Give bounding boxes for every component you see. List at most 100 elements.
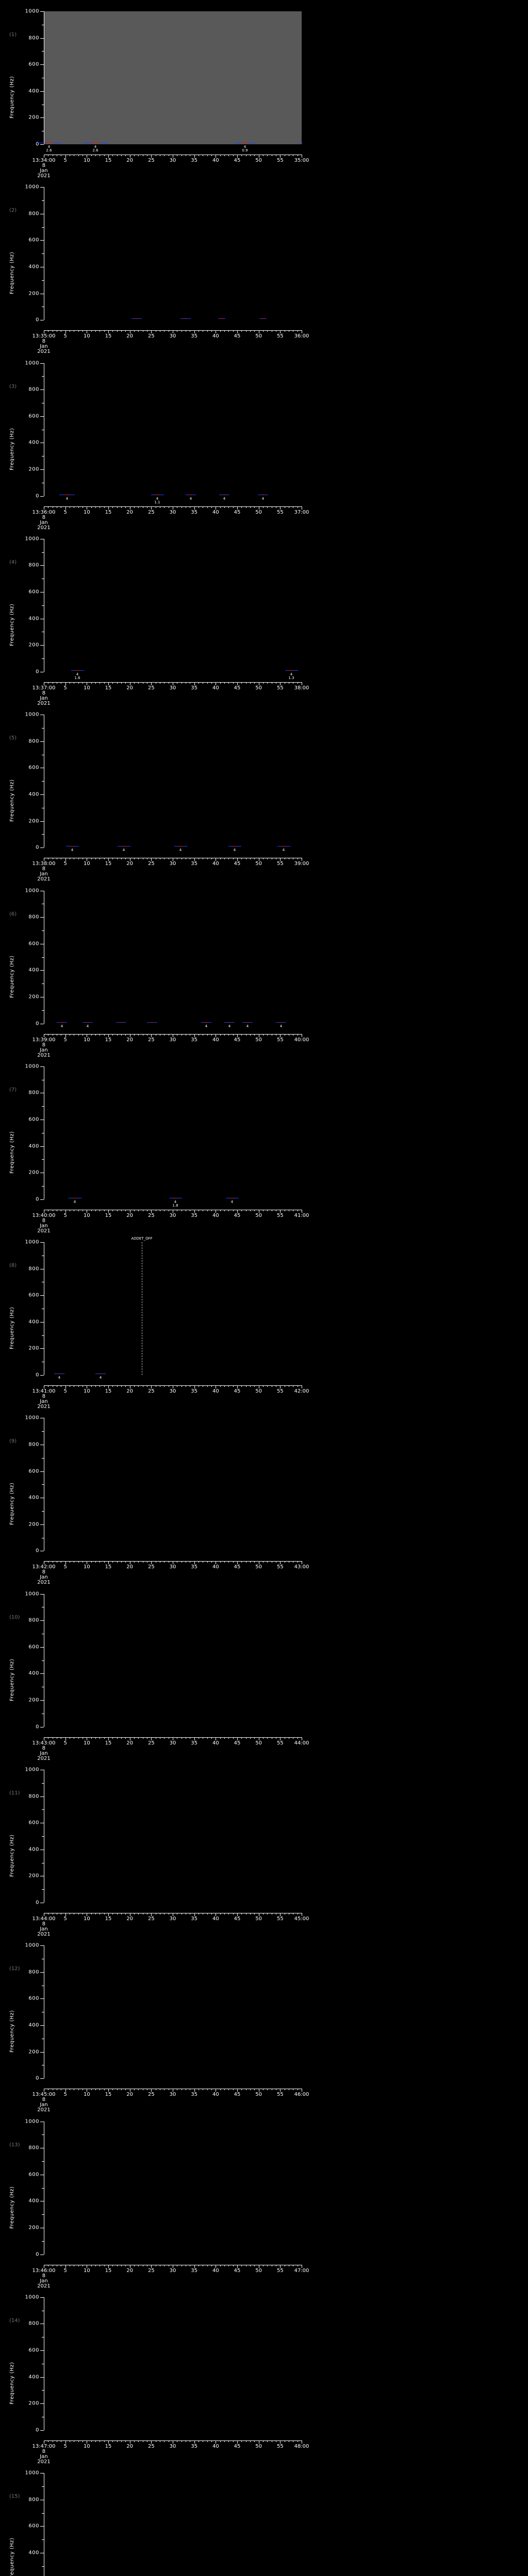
y-tick-minor <box>42 51 44 52</box>
x-tick-minor <box>121 2264 122 2266</box>
detection-segment-blue <box>264 318 267 319</box>
x-axis-start-label: 13:42:00 8 Jan 2021 <box>32 1564 56 1586</box>
x-tick-minor <box>254 330 255 332</box>
x-tick-minor <box>95 1209 96 1211</box>
x-tick-label: 10 <box>83 2267 90 2274</box>
x-tick-minor <box>134 1033 135 1036</box>
x-tick-major <box>237 2089 238 2092</box>
x-tick-minor <box>125 1209 126 1211</box>
x-tick-minor <box>104 1913 105 1914</box>
y-tick-major <box>40 187 44 188</box>
plot-area-13: 0 200 400 600 800 1000 <box>25 2119 302 2257</box>
y-tick-label: 200 <box>28 1521 39 1528</box>
panel-15: (15)Frequency (Hz)0200400600800100013:48… <box>0 2470 528 2576</box>
x-tick-minor <box>254 682 255 684</box>
y-tick-label: 600 <box>28 1820 39 1826</box>
x-axis-start-label: 13:46:00 8 Jan 2021 <box>32 2267 56 2289</box>
plot-area-8: 0 200 400 600 800 1000 4 4 ADDET_OFF <box>25 1236 302 1380</box>
x-tick-label: 55 <box>276 1916 284 1922</box>
x-tick-minor <box>91 1385 92 1387</box>
x-tick-label: 20 <box>126 1916 134 1922</box>
x-tick-label: 35 <box>191 1740 198 1746</box>
panel-3: (3) Frequency (Hz) 0 200 400 600 800 1000 4 4 1.1 4… <box>0 360 528 539</box>
x-tick-minor <box>121 1737 122 1739</box>
x-tick-minor <box>82 1737 83 1739</box>
y-tick-major <box>40 363 44 364</box>
x-tick-minor <box>112 2440 113 2442</box>
y-tick-major <box>40 1199 44 1200</box>
detection-segment-blue <box>276 1022 279 1023</box>
y-tick-label: 0 <box>36 844 39 851</box>
x-tick-minor <box>104 1033 105 1036</box>
x-tick-label: 50 <box>255 2443 262 2449</box>
plot-area-9: 0 200 400 600 800 1000 <box>25 1415 302 1554</box>
x-tick-label: 45 <box>234 2092 241 2098</box>
x-tick-minor <box>125 2089 126 2091</box>
detection-label-bottom: 1.1 <box>154 500 160 504</box>
x-tick-label: 25 <box>147 1740 155 1746</box>
x-tick-minor <box>267 155 268 156</box>
y-tick-major <box>40 1146 44 1147</box>
y-tick-major <box>40 416 44 417</box>
x-axis-start-label: 13:36:00 8 Jan 2021 <box>32 509 56 531</box>
x-tick-minor <box>224 1033 225 1036</box>
x-tick-minor <box>95 858 96 860</box>
y-tick-major <box>40 1524 44 1525</box>
x-tick-label: 50 <box>255 1740 262 1746</box>
detection-label-top: 4 <box>94 145 97 149</box>
x-tick-minor <box>78 2440 79 2442</box>
y-tick-label: 1000 <box>25 2119 39 2125</box>
x-tick-minor <box>91 2089 92 2091</box>
x-tick-minor <box>241 330 242 332</box>
x-tick-minor <box>207 2440 208 2442</box>
plot-area-4: 0 200 400 600 800 1000 4 1.6 4 1.3 <box>25 536 302 680</box>
y-axis-title: Frequency (Hz) <box>9 428 15 470</box>
y-tick-major <box>40 1295 44 1296</box>
x-tick-minor <box>233 1737 234 1739</box>
x-axis-end-label: 35:00 <box>294 158 309 163</box>
x-tick-minor <box>91 1033 92 1036</box>
y-tick-label: 200 <box>28 2225 39 2231</box>
y-tick-label: 0 <box>36 2427 39 2433</box>
detection-segment-blue <box>187 318 191 319</box>
x-tick-minor <box>241 2089 242 2091</box>
x-tick-minor <box>224 2089 225 2091</box>
y-axis-title: Frequency (Hz) <box>9 955 15 998</box>
x-tick-minor <box>233 330 234 332</box>
x-tick-minor <box>224 1209 225 1211</box>
y-tick-major <box>40 1242 44 1243</box>
x-tick-minor <box>121 1033 122 1036</box>
x-tick-label: 5 <box>63 861 67 867</box>
x-tick-minor <box>112 506 113 508</box>
y-tick-label: 800 <box>28 1442 39 1448</box>
x-tick-label: 15 <box>105 1388 112 1395</box>
x-tick-minor <box>211 1737 212 1739</box>
x-tick-minor <box>117 330 118 332</box>
x-tick-major <box>108 2089 109 2092</box>
panel-9: (9) Frequency (Hz) 0 200 400 600 800 1000 13:42:… <box>0 1415 528 1594</box>
x-tick-label: 15 <box>105 2267 112 2274</box>
x-tick-minor <box>267 2440 268 2442</box>
y-tick-label: 800 <box>28 1617 39 1623</box>
x-tick-minor <box>228 1737 229 1739</box>
x-tick-minor <box>241 506 242 508</box>
x-tick-minor <box>241 1913 242 1914</box>
y-tick-major <box>40 91 44 92</box>
detection-label-top: 4 <box>230 1199 234 1204</box>
x-tick-major <box>194 1913 195 1916</box>
y-tick-major <box>40 64 44 65</box>
x-axis-end-label: 39:00 <box>294 861 309 867</box>
x-tick-label: 20 <box>126 333 134 340</box>
y-tick-minor <box>42 2539 44 2540</box>
x-tick-minor <box>121 1209 122 1211</box>
x-tick-minor <box>112 1209 113 1211</box>
x-tick-minor <box>241 682 242 684</box>
x-tick-minor <box>104 1385 105 1387</box>
x-tick-minor <box>82 155 83 156</box>
detection-label-bottom: 1.6 <box>74 675 80 680</box>
x-tick-minor <box>121 682 122 684</box>
x-tick-minor <box>267 1737 268 1739</box>
x-tick-minor <box>112 2089 113 2091</box>
detection-segment-red <box>289 670 294 671</box>
x-tick-minor <box>241 1561 242 1563</box>
